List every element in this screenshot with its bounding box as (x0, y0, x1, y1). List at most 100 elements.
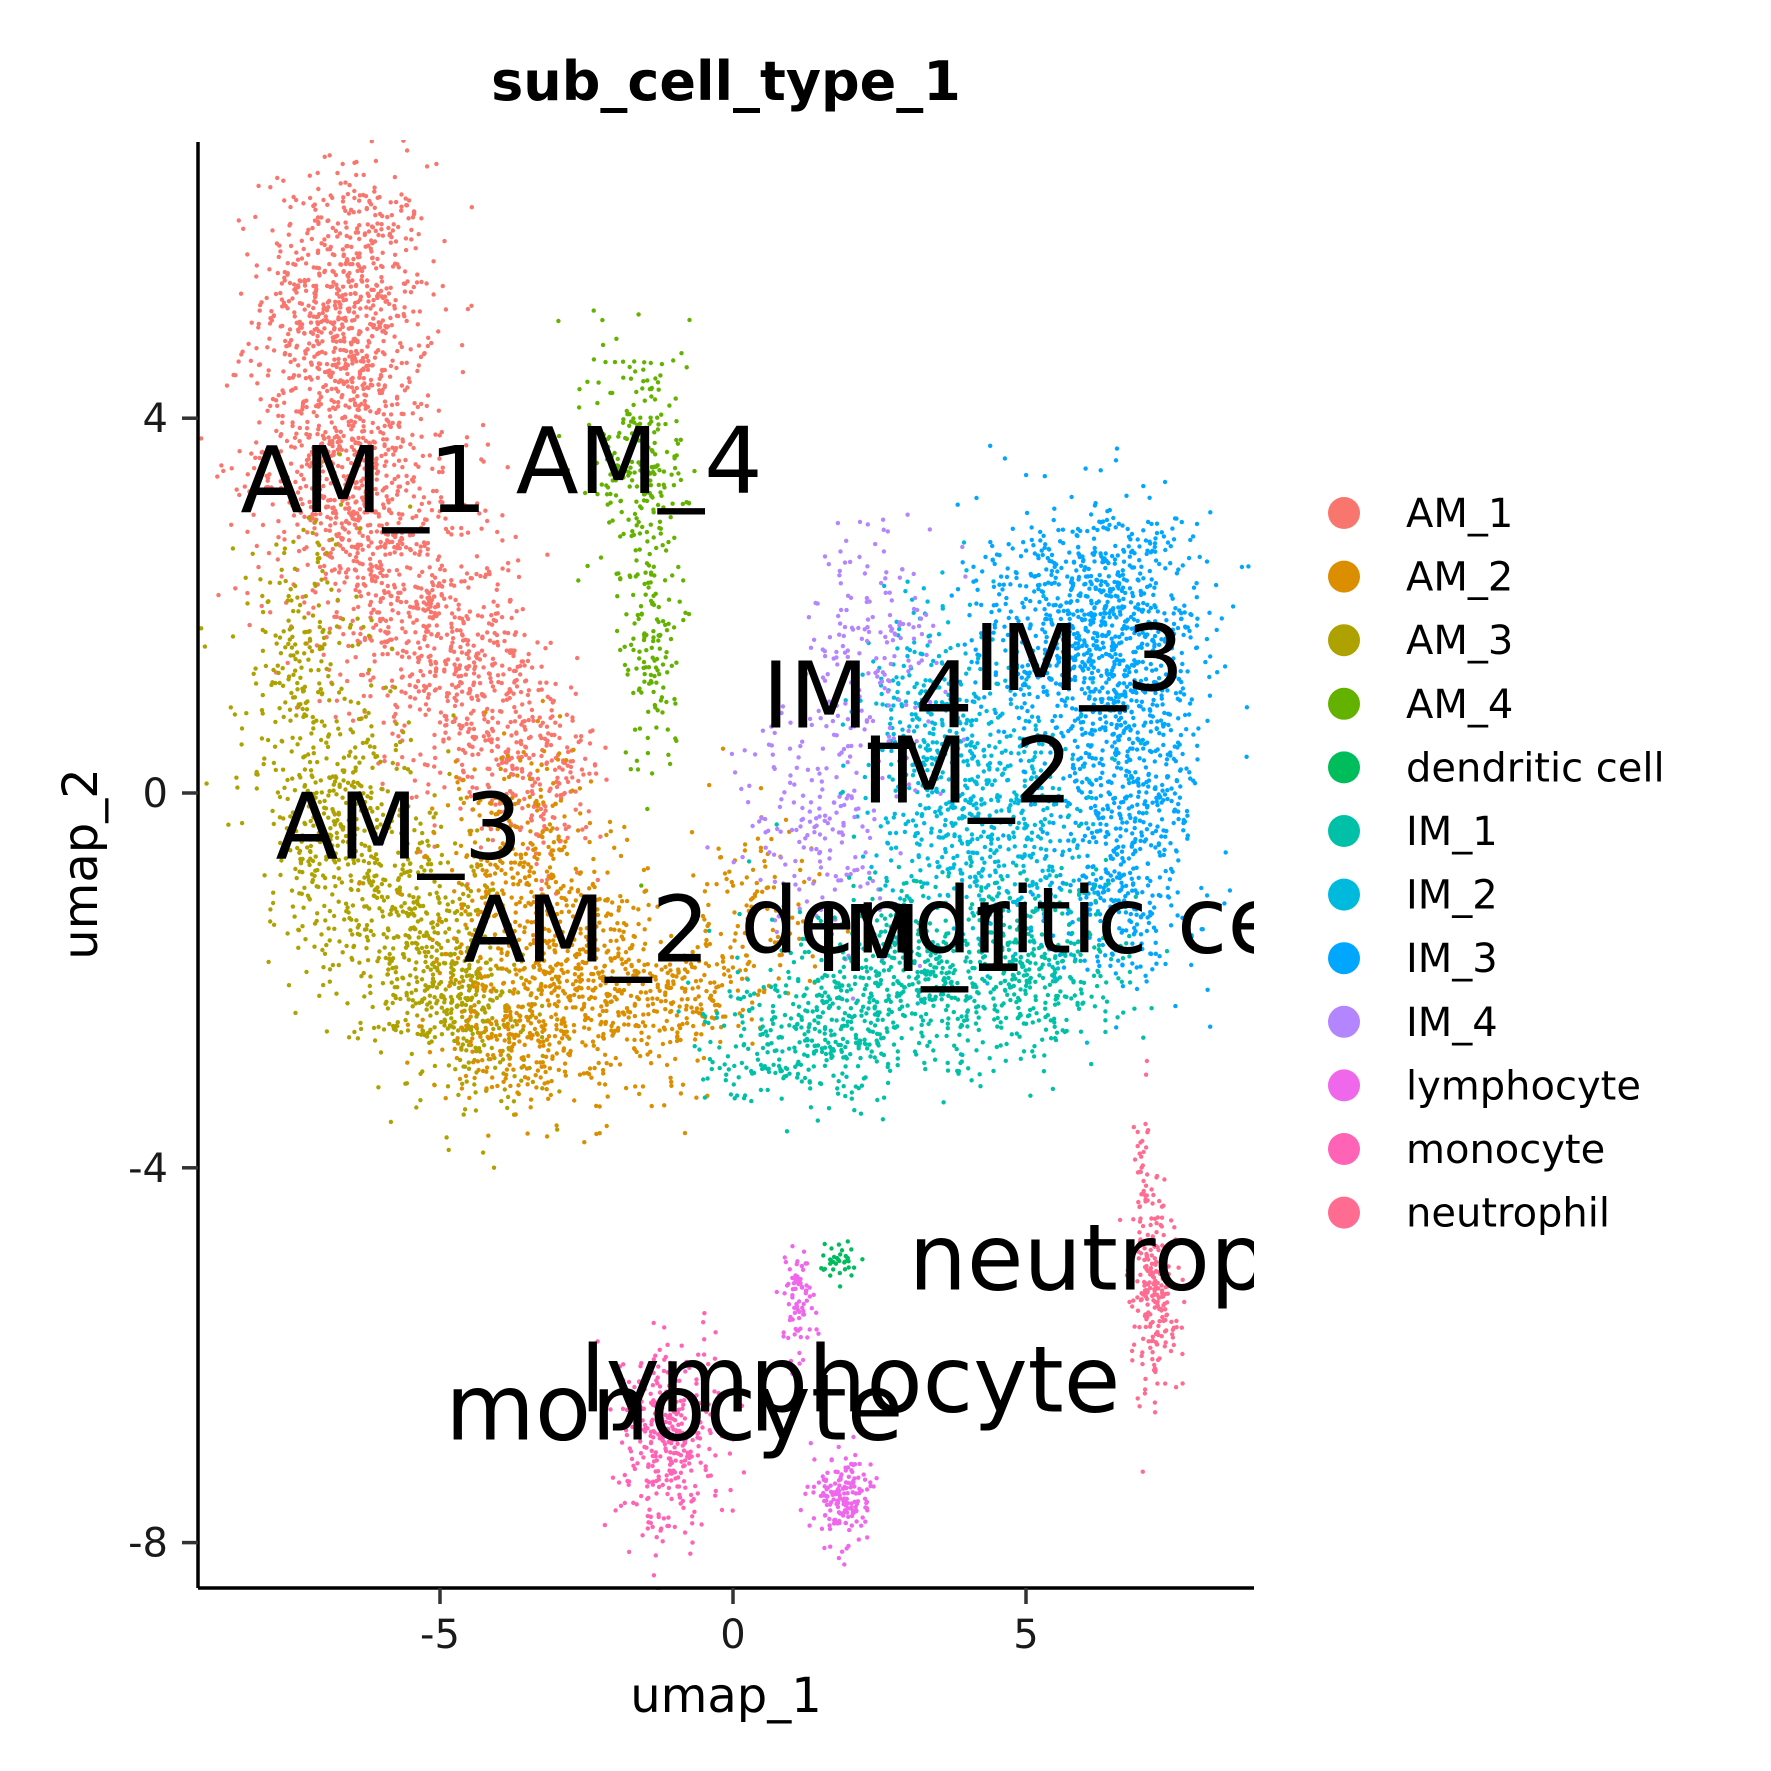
cell-point (557, 847, 562, 852)
cell-point (376, 291, 381, 296)
cell-point (233, 586, 238, 591)
cell-point (407, 893, 412, 898)
cell-point (407, 682, 412, 688)
cell-point (742, 848, 748, 853)
cell-point (405, 1022, 411, 1027)
cell-point (317, 624, 322, 630)
cell-point (544, 680, 549, 685)
cell-point (344, 257, 350, 262)
cell-point (270, 228, 275, 233)
cell-point (335, 234, 340, 239)
cell-point (356, 403, 362, 409)
cell-point (370, 420, 375, 426)
cell-point (641, 1012, 646, 1017)
cell-point (464, 1079, 469, 1084)
cell-point (350, 361, 355, 366)
cell-point (401, 952, 406, 957)
cell-point (580, 994, 585, 999)
cell-point (364, 946, 369, 951)
cell-point (714, 882, 719, 887)
cell-point (693, 997, 698, 1002)
cell-point (417, 707, 423, 712)
cell-point (332, 325, 337, 331)
cell-point (481, 994, 486, 999)
cell-point (331, 913, 337, 919)
cell-point (376, 1085, 381, 1090)
cell-point (471, 984, 477, 989)
cell-point (538, 1075, 543, 1080)
cell-point (392, 252, 398, 257)
cell-point (395, 1023, 400, 1029)
cell-point (406, 720, 411, 725)
cell-point (312, 294, 318, 300)
cell-point (340, 768, 345, 773)
cell-point (355, 314, 360, 319)
cell-point (531, 870, 537, 875)
cell-point (581, 1004, 587, 1010)
cell-point (296, 534, 301, 540)
cell-point (277, 243, 282, 248)
cell-point (358, 359, 364, 364)
cell-point (658, 373, 663, 378)
cell-point (565, 835, 570, 840)
cell-point (641, 367, 646, 372)
cell-point (493, 1065, 498, 1071)
cell-point (323, 885, 328, 890)
cell-point (329, 386, 334, 392)
cell-point (294, 343, 300, 348)
cell-point (363, 393, 369, 398)
cell-point (361, 446, 366, 451)
cell-point (562, 1029, 567, 1035)
cell-point (529, 818, 534, 823)
cell-point (376, 610, 382, 615)
cell-point (393, 970, 398, 975)
cell-point (440, 465, 445, 470)
cell-point (378, 1050, 384, 1055)
cell-point (307, 386, 312, 392)
cell-point (437, 900, 442, 905)
cell-point (299, 256, 305, 261)
cell-point (445, 657, 451, 662)
cell-point (655, 996, 660, 1001)
cell-point (347, 510, 352, 516)
cell-point (291, 672, 296, 677)
cell-point (326, 498, 331, 503)
cell-point (452, 1019, 457, 1025)
cell-point (388, 911, 393, 917)
cell-point (395, 651, 400, 656)
cell-point (362, 994, 367, 999)
cell-point (526, 651, 531, 657)
cell-point (758, 845, 764, 850)
cell-point (327, 261, 332, 267)
cell-point (476, 1067, 481, 1073)
cell-point (322, 642, 327, 647)
cell-point (718, 931, 724, 937)
cell-point (265, 345, 270, 350)
cell-point (285, 931, 290, 936)
cell-point (399, 904, 404, 909)
cell-point (387, 883, 392, 888)
cell-point (503, 768, 508, 773)
cell-point (328, 481, 334, 486)
cell-point (328, 244, 333, 250)
cell-point (224, 383, 230, 388)
cell-point (437, 720, 443, 725)
cell-point (412, 651, 417, 656)
cell-point (389, 480, 395, 485)
cell-point (471, 643, 476, 648)
cell-point (398, 599, 404, 605)
cell-point (404, 203, 410, 208)
cell-point (297, 425, 302, 431)
cell-point (307, 341, 312, 346)
cell-point (302, 546, 307, 552)
cell-point (534, 1060, 539, 1065)
cell-point (388, 1119, 394, 1125)
cell-point (525, 820, 530, 825)
cell-point (491, 1165, 497, 1170)
cell-point (372, 189, 377, 194)
cell-point (399, 360, 404, 366)
cell-point (563, 839, 568, 844)
cell-point (245, 601, 250, 606)
cell-point (336, 570, 342, 575)
cell-point (302, 307, 307, 312)
